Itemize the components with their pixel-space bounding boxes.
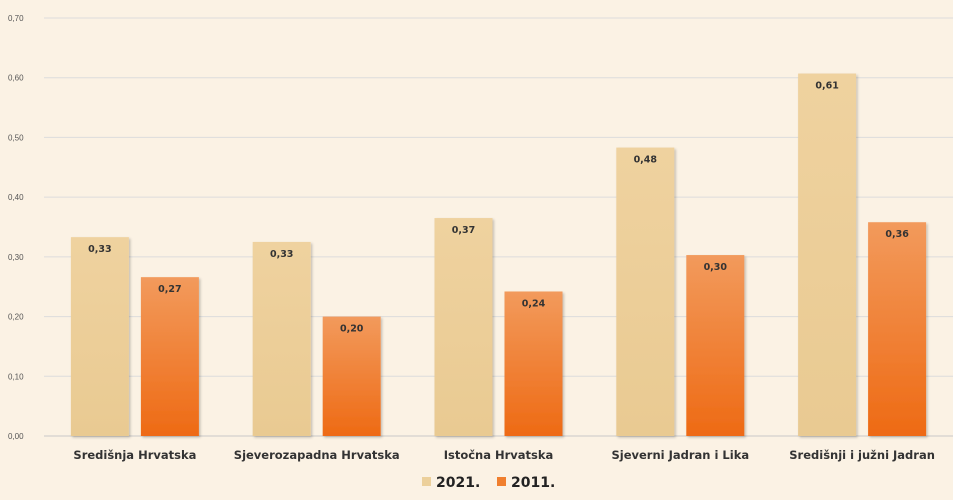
bar-2011 — [140, 277, 199, 436]
data-label: 0,37 — [452, 225, 475, 236]
x-axis-categories: Središnja Hrvatska Sjeverozapadna Hrvatsk… — [73, 448, 935, 462]
bars — [70, 73, 927, 436]
y-tick-label: 0,40 — [8, 193, 24, 202]
y-tick-label: 0,30 — [8, 253, 24, 262]
x-category-label: Sjeverni Jadran i Lika — [611, 448, 749, 462]
data-label: 0,30 — [704, 262, 728, 273]
x-category-label: Sjeverozapadna Hrvatska — [234, 448, 400, 462]
legend: 2021. 2011. — [422, 475, 555, 491]
y-tick-label: 0,10 — [8, 372, 24, 381]
bar-2011 — [868, 222, 927, 436]
data-label: 0,36 — [885, 229, 909, 240]
bar-2011 — [686, 255, 745, 436]
legend-swatch — [497, 477, 506, 486]
y-tick-label: 0,70 — [8, 14, 24, 23]
data-label: 0,33 — [88, 244, 111, 255]
y-tick-label: 0,20 — [8, 313, 24, 322]
y-tick-label: 0,00 — [8, 432, 24, 441]
y-tick-label: 0,60 — [8, 74, 24, 83]
x-category-label: Istočna Hrvatska — [444, 448, 554, 462]
bar-2021 — [434, 218, 493, 436]
data-labels: 0,33 0,27 0,33 0,20 0,37 0,24 0,48 0,30 0,61 0,36 — [88, 81, 909, 335]
data-label: 0,20 — [340, 324, 364, 335]
legend-label: 2011. — [511, 475, 555, 491]
x-category-label: Središnja Hrvatska — [73, 448, 196, 462]
data-label: 0,33 — [270, 249, 293, 260]
bar-2021 — [616, 147, 675, 436]
x-category-label: Središnji i južni Jadran — [789, 448, 935, 462]
legend-swatch — [422, 477, 431, 486]
bar-2011 — [504, 291, 563, 436]
data-label: 0,24 — [522, 298, 546, 309]
bar-2021 — [70, 237, 129, 436]
legend-label: 2021. — [436, 475, 480, 491]
y-axis-ticks: 0,00 0,10 0,20 0,30 0,40 0,50 0,60 0,70 — [8, 14, 24, 441]
data-label: 0,61 — [815, 81, 838, 92]
data-label: 0,27 — [158, 284, 181, 295]
data-label: 0,48 — [634, 155, 658, 166]
bar-2011 — [322, 316, 381, 436]
bar-2021 — [798, 73, 857, 436]
bar-2021 — [252, 241, 311, 436]
y-tick-label: 0,50 — [8, 133, 24, 142]
